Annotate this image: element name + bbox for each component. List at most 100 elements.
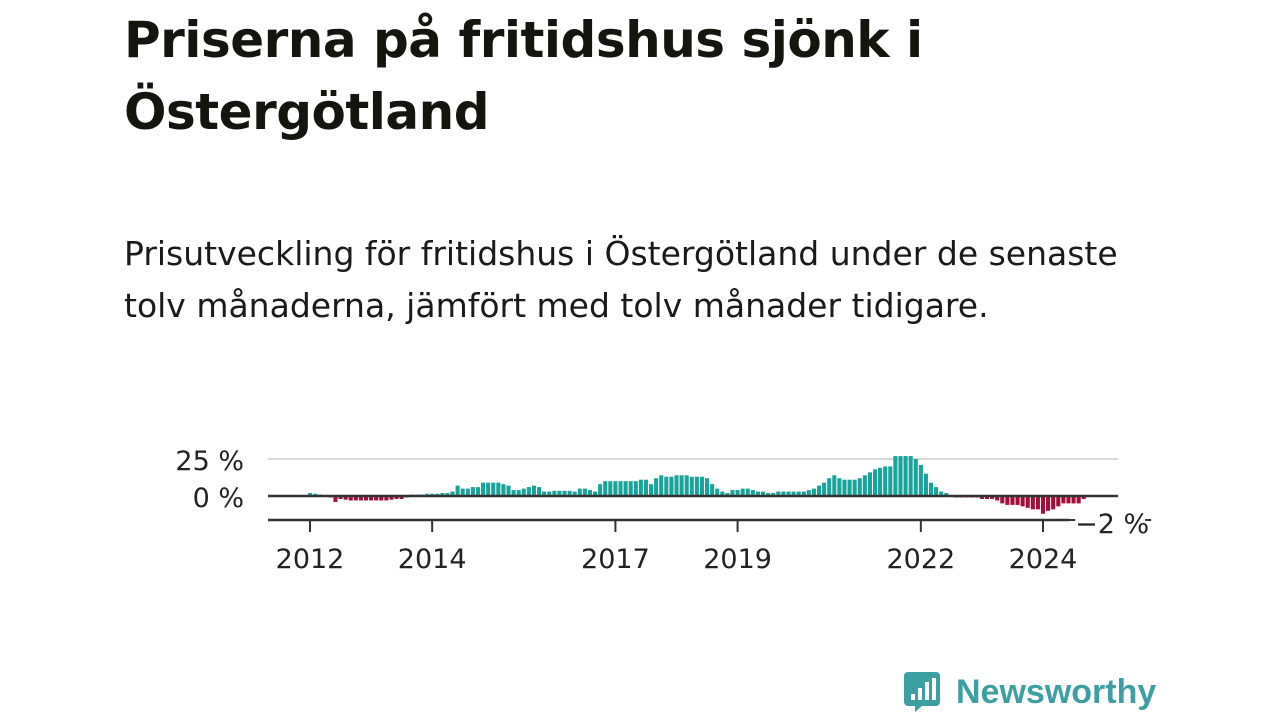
- bar: [379, 496, 384, 501]
- bar: [984, 496, 990, 499]
- bar: [847, 479, 852, 496]
- bar: [857, 478, 862, 496]
- bar: [603, 481, 608, 496]
- bar: [720, 491, 725, 496]
- bar: [908, 456, 913, 496]
- bar: [643, 479, 649, 496]
- bar: [623, 481, 628, 496]
- bar: [440, 493, 445, 496]
- bar: [1081, 496, 1086, 499]
- bar: [939, 491, 944, 496]
- bar: [791, 491, 796, 496]
- bar: [837, 478, 842, 496]
- bar: [776, 491, 781, 496]
- bar: [1005, 496, 1010, 505]
- bar: [786, 491, 791, 496]
- bar: [1071, 496, 1076, 504]
- bar: [557, 490, 562, 496]
- bar: [496, 482, 501, 496]
- bar: [307, 493, 313, 496]
- bar: [878, 467, 883, 496]
- bar: [516, 490, 521, 496]
- bar: [669, 476, 674, 496]
- bar: [542, 491, 547, 496]
- bar: [572, 491, 577, 496]
- bar: [806, 490, 811, 496]
- bar: [491, 482, 496, 496]
- bar: [1046, 496, 1051, 511]
- bar: [389, 496, 394, 500]
- chart-subtitle: Prisutveckling för fritidshus i Östergöt…: [124, 234, 1118, 325]
- bar: [990, 496, 995, 499]
- bar: [1040, 496, 1046, 514]
- bar: [369, 496, 374, 501]
- bar: [710, 484, 715, 496]
- bar: [486, 482, 491, 496]
- bar: [1010, 496, 1015, 505]
- bar: [781, 491, 786, 496]
- bar: [979, 496, 984, 499]
- bar: [577, 488, 582, 496]
- bar: [816, 485, 822, 496]
- bar: [725, 493, 730, 496]
- bar: [750, 490, 755, 496]
- bar: [638, 479, 643, 496]
- bar: [760, 491, 766, 496]
- bar: [679, 475, 684, 496]
- bar: [659, 475, 664, 496]
- bar: [475, 487, 481, 496]
- bar: [852, 479, 857, 496]
- bar: [353, 496, 358, 501]
- y-tick-label: 0 %: [193, 483, 244, 514]
- bar: [394, 496, 399, 499]
- bar: [481, 482, 486, 496]
- bar: [822, 482, 827, 496]
- bar: [944, 493, 949, 496]
- chart-title: Priserna på fritidshus sjönk i Östergötl…: [124, 11, 923, 141]
- bar: [928, 482, 934, 496]
- bar: [715, 488, 720, 496]
- bar: [730, 490, 735, 496]
- newsworthy-logo-icon: [904, 672, 940, 712]
- bar: [883, 466, 888, 496]
- bar: [343, 496, 348, 500]
- bar: [445, 493, 450, 496]
- bar: [628, 481, 633, 496]
- x-tick-label: 2024: [1009, 544, 1078, 575]
- bar: [1051, 496, 1056, 510]
- bar: [898, 456, 903, 496]
- bar: [526, 487, 531, 496]
- bar: [460, 488, 465, 496]
- bar: [450, 491, 455, 496]
- bar: [704, 478, 710, 496]
- bar: [872, 469, 878, 496]
- bar: [1030, 496, 1035, 510]
- bar: [608, 481, 613, 496]
- bar: [1056, 496, 1061, 507]
- bar: [867, 472, 872, 496]
- bar: [1061, 496, 1066, 504]
- bar: [552, 490, 557, 496]
- bar: [918, 464, 923, 496]
- x-tick-label: 2014: [398, 544, 467, 575]
- x-tick-label: 2022: [886, 544, 955, 575]
- bar: [501, 484, 506, 496]
- bar: [832, 475, 837, 496]
- bar: [745, 488, 750, 496]
- bar: [923, 473, 928, 496]
- bar: [1015, 496, 1020, 505]
- bar: [664, 476, 669, 496]
- bar: [740, 488, 745, 496]
- bar: [684, 475, 689, 496]
- bar: [455, 485, 460, 496]
- bar: [934, 487, 939, 496]
- bar: [348, 496, 353, 501]
- bar: [699, 476, 704, 496]
- bar: [537, 487, 542, 496]
- brand-name: Newsworthy: [956, 672, 1157, 711]
- bar: [694, 476, 699, 496]
- bar: [842, 479, 847, 496]
- bar: [633, 481, 638, 496]
- bar: [338, 496, 343, 499]
